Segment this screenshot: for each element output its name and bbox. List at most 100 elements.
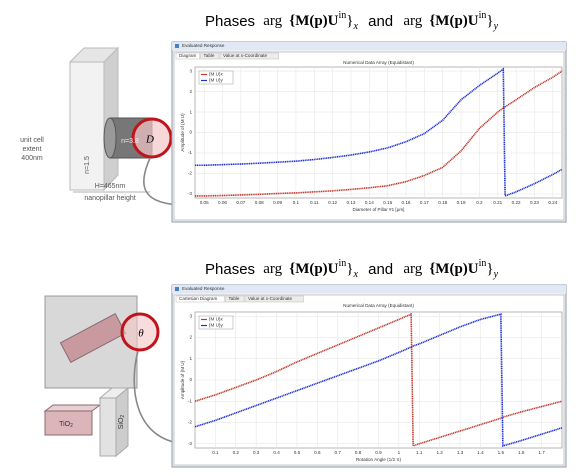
tio2-top xyxy=(43,404,102,412)
x-tick-label: 1.2 xyxy=(436,450,443,455)
y-tick-label: 0 xyxy=(189,130,192,135)
y-tick-label: 0 xyxy=(189,377,192,382)
pointer-arrow xyxy=(133,350,187,445)
x-tick-label: 0.15 xyxy=(383,200,392,205)
x-tick-label: 0.22 xyxy=(512,200,521,205)
x-tick-label: 0.23 xyxy=(530,200,539,205)
sio2-label: SiO2 xyxy=(118,415,126,430)
pillar-end xyxy=(103,117,117,159)
heading: Phases arg {M(p)Uin}x and arg {M(p)Uin}y xyxy=(205,10,499,35)
x-axis-title: Diameter of Pillar #1 [μm] xyxy=(353,207,405,212)
tab xyxy=(225,295,245,303)
slab xyxy=(69,61,105,191)
height-label: H=465nm xyxy=(95,183,126,190)
x-tick-label: 1.5 xyxy=(498,450,505,455)
x-tick-label: 0.7 xyxy=(335,450,342,455)
y-tick-label: -1 xyxy=(188,398,193,403)
window-title: Evaluated Response xyxy=(182,43,225,48)
panel-title: Numerical Data Array (Equidistant) xyxy=(343,60,414,65)
pillar-diagram: D n=3.8 n=1.5 unit cell extent 400nm H=4… xyxy=(20,46,193,209)
x-tick-label: 0.05 xyxy=(200,200,209,205)
legend-label: {M U}x xyxy=(209,317,223,322)
x-tick-label: 0.5 xyxy=(294,450,301,455)
x-tick-label: 1.1 xyxy=(416,450,423,455)
tab-label: Value at x-Coordinate xyxy=(248,296,293,301)
x-tick-label: 0.2 xyxy=(476,200,483,205)
x-tick-label: 0.19 xyxy=(457,200,466,205)
tab xyxy=(244,295,304,303)
y-tick-label: 1 xyxy=(189,356,192,361)
tab-label: Value at x-Coordinate xyxy=(223,53,268,58)
tab xyxy=(175,52,200,60)
tab xyxy=(175,295,225,303)
x-tick-label: 0.11 xyxy=(310,200,319,205)
x-tick-label: 0.08 xyxy=(255,200,264,205)
x-tick-label: 1.7 xyxy=(538,450,545,455)
x-tick-label: 0.8 xyxy=(355,450,362,455)
y-tick-label: 2 xyxy=(189,89,192,94)
tab-label: Table xyxy=(204,53,215,58)
tio2-block xyxy=(44,410,93,436)
tab-label: Diagram xyxy=(179,53,197,58)
angle-label: θ xyxy=(138,328,144,340)
heading: Phases arg {M(p)Uin}x and arg {M(p)Uin}y xyxy=(205,258,499,283)
slab-index: n=1.5 xyxy=(84,156,91,174)
angle-circle xyxy=(120,312,160,352)
diameter-label: D xyxy=(145,134,154,146)
x-tick-label: 0.2 xyxy=(233,450,240,455)
x-axis-title: Rotation Angle (1/2 π) xyxy=(356,457,402,462)
y-tick-label: 3 xyxy=(189,313,192,318)
x-tick-label: 0.4 xyxy=(273,450,280,455)
series-line xyxy=(194,312,563,447)
window-icon xyxy=(175,44,179,48)
window-title: Evaluated Response xyxy=(182,286,225,291)
series-line xyxy=(195,67,563,198)
x-tick-label: 0.1 xyxy=(293,200,300,205)
x-tick-label: 0.6 xyxy=(314,450,321,455)
tab-label: Cartesian Diagram xyxy=(179,296,217,301)
x-tick-label: 0.17 xyxy=(420,200,429,205)
tio2-label: TiO2 xyxy=(59,421,73,429)
rotated-pillar xyxy=(59,313,127,363)
x-tick-label: 0.1 xyxy=(212,450,219,455)
x-tick-label: 0.21 xyxy=(493,200,502,205)
y-tick-label: 1 xyxy=(189,109,192,114)
y-tick-label: 3 xyxy=(189,68,192,73)
legend xyxy=(198,315,234,330)
pillar-index: n=3.8 xyxy=(121,138,139,145)
x-tick-label: 1.4 xyxy=(477,450,484,455)
legend xyxy=(198,70,234,85)
x-tick-label: 0.14 xyxy=(365,200,374,205)
y-tick-label: -2 xyxy=(188,171,193,176)
title-bar xyxy=(172,42,566,50)
tab xyxy=(200,52,220,60)
x-tick-label: 0.09 xyxy=(273,200,282,205)
y-tick-label: -3 xyxy=(188,441,193,446)
y-tick-label: -2 xyxy=(188,420,193,425)
x-tick-label: 0.24 xyxy=(548,200,557,205)
panel-title: Numerical Data Array (Equidistant) xyxy=(343,303,414,308)
x-tick-label: 1.3 xyxy=(457,450,464,455)
extent-label: extent xyxy=(22,146,41,153)
series-line xyxy=(194,313,563,447)
extent-label: 400nm xyxy=(21,155,43,162)
title-bar xyxy=(172,285,566,293)
series-line xyxy=(195,70,563,197)
y-axis-title: Amplitude of {M U} xyxy=(180,113,185,152)
y-tick-label: -1 xyxy=(188,150,193,155)
legend-label: {M U}y xyxy=(209,323,223,328)
x-tick-label: 0.06 xyxy=(218,200,227,205)
tab xyxy=(219,52,279,60)
window-icon xyxy=(175,287,179,291)
x-tick-label: 0.12 xyxy=(328,200,337,205)
height-caption: nanopillar height xyxy=(84,195,135,202)
x-tick-label: 1 xyxy=(398,450,401,455)
x-tick-label: 0.9 xyxy=(375,450,382,455)
legend-label: {M U}x xyxy=(209,72,223,77)
x-tick-label: 1.6 xyxy=(518,450,525,455)
x-tick-label: 0.16 xyxy=(402,200,411,205)
sio2-slab xyxy=(99,397,117,457)
x-tick-label: 0.13 xyxy=(346,200,355,205)
x-tick-label: 0.18 xyxy=(438,200,447,205)
